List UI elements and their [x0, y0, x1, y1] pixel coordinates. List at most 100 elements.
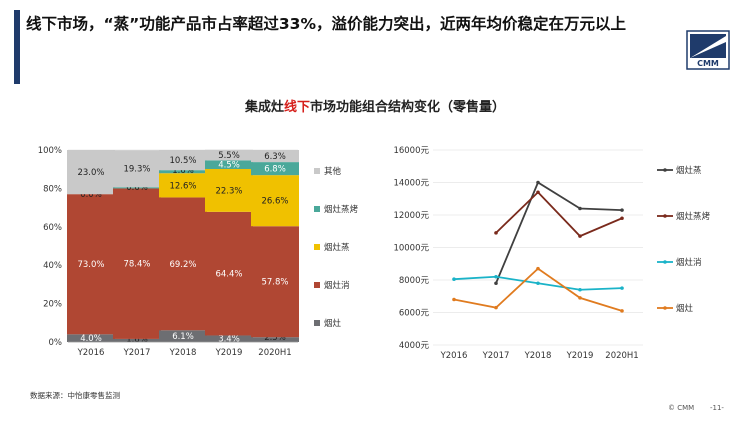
line-point [536, 190, 540, 195]
bar-data-label: 23.0% [77, 168, 104, 178]
line-legend-label: 烟灶消 [676, 257, 702, 268]
line-x-tick: 2020H1 [605, 351, 638, 361]
bar-data-label: 73.0% [77, 260, 104, 270]
bar-segment [159, 170, 207, 174]
bar-segment [67, 334, 115, 342]
bar-data-label: 12.6% [169, 181, 196, 191]
price-line-chart: 4000元 6000元 8000元 10000元 12000元 14000元 16000元 Y… [393, 146, 711, 361]
bar-segment [159, 150, 207, 171]
line-y-tick: 4000元 [399, 341, 430, 351]
bar-legend-swatch [314, 320, 320, 326]
line-point [536, 180, 540, 185]
bar-segment [205, 211, 253, 336]
line-y-tick: 12000元 [393, 211, 429, 221]
cmm-logo: CMM [686, 30, 730, 70]
bar-y-tick: 80% [43, 184, 62, 194]
line-legend-label: 烟灶蒸 [676, 165, 702, 176]
bar-segment [251, 175, 299, 227]
bar-segment [205, 169, 253, 212]
line-point [578, 234, 582, 238]
bar-data-label: 2.5% [264, 333, 286, 343]
bar-data-label: 64.4% [215, 270, 242, 280]
bar-segment [67, 194, 115, 335]
chart-title-suffix: 市场功能组合结构变化（零售量） [310, 100, 506, 115]
bar-segment [159, 330, 207, 342]
bar-y-tick: 60% [43, 223, 62, 233]
line-legend-label: 烟灶 [676, 303, 694, 314]
bar-y-tick: 0% [49, 338, 63, 348]
line-point [494, 274, 498, 279]
bar-legend-swatch [314, 168, 320, 174]
line-point [578, 296, 582, 300]
bar-data-label: 6.3% [264, 152, 286, 162]
bar-data-label: 0.6% [126, 183, 148, 193]
line-series [495, 181, 623, 284]
bar-x-tick: Y2018 [169, 348, 197, 358]
bar-data-label: 6.1% [172, 332, 194, 342]
line-x-tick: Y2018 [524, 351, 552, 361]
line-legend-marker [663, 168, 667, 172]
bar-data-label: 19.3% [123, 165, 150, 175]
line-point [452, 297, 456, 302]
bar-segment [251, 150, 299, 163]
line-series [495, 190, 623, 238]
bar-segment [159, 173, 207, 198]
bar-y-tick: 40% [43, 261, 62, 271]
bar-legend-label: 烟灶蒸 [324, 242, 350, 253]
bar-legend-swatch [314, 244, 320, 250]
line-y-tick: 8000元 [399, 276, 430, 286]
bar-segment [251, 226, 299, 338]
data-source: 数据来源：中怡康零售监测 [30, 391, 120, 400]
line-y-tick: 10000元 [393, 244, 429, 254]
line-x-tick: Y2019 [566, 351, 594, 361]
stacked-bar-chart: 0% 20% 40% 60% 80% 100% 4.0% 73.0% 0.0% 23.0% Y201… [38, 146, 359, 358]
line-point [578, 206, 582, 211]
bar-segment [113, 150, 161, 188]
bar-legend-label: 烟灶蒸烤 [324, 204, 359, 215]
line-point [578, 287, 582, 292]
bar-segment [113, 188, 161, 339]
line-point [620, 309, 624, 313]
bar-segment [205, 149, 253, 161]
bar-y-tick: 20% [43, 300, 62, 310]
bar-data-label: 22.3% [215, 186, 242, 196]
line-x-tick: Y2016 [440, 351, 468, 361]
line-legend-marker [663, 260, 667, 264]
bar-data-label: 3.4% [218, 335, 240, 345]
line-point [452, 277, 456, 281]
bar-segment [205, 335, 253, 342]
line-point [494, 305, 498, 310]
bar-segment [113, 187, 161, 189]
line-legend-marker [663, 306, 667, 310]
bar-y-tick: 100% [38, 146, 62, 156]
line-point [536, 266, 540, 271]
page-headline: 线下市场，“蒸”功能产品市占率超过33%，溢价能力突出，近两年均价稳定在万元以上 [26, 15, 626, 33]
bar-data-label: 78.4% [123, 260, 150, 270]
bar-legend-label: 烟灶 [324, 318, 342, 329]
bar-x-tick: Y2017 [123, 348, 151, 358]
line-point [536, 281, 540, 286]
bar-segment [113, 338, 161, 342]
chart-title: 集成灶线下市场功能组合结构变化（零售量） [0, 96, 750, 115]
line-point [620, 286, 624, 290]
bar-data-label: 69.2% [169, 260, 196, 270]
bar-data-label: 10.5% [169, 156, 196, 166]
line-point [494, 281, 498, 286]
bar-x-tick: Y2016 [77, 348, 105, 358]
line-y-tick: 6000元 [399, 309, 430, 319]
bar-data-label: 5.5% [218, 151, 240, 161]
bar-legend-label: 其他 [324, 166, 342, 177]
bar-data-label: 1.6% [172, 166, 194, 176]
bar-data-label: 4.5% [218, 161, 240, 171]
line-legend-label: 烟灶蒸烤 [676, 211, 711, 222]
page-number: -11- [710, 404, 724, 412]
bar-legend-label: 烟灶消 [324, 280, 350, 291]
line-legend-marker [663, 214, 667, 218]
chart-title-highlight: 线下 [283, 100, 310, 115]
bar-segment [205, 160, 253, 170]
bar-data-label: 6.8% [264, 165, 286, 175]
bar-segment [159, 197, 207, 331]
line-point [620, 216, 624, 221]
copyright: © CMM [668, 404, 695, 412]
line-point [494, 231, 498, 235]
